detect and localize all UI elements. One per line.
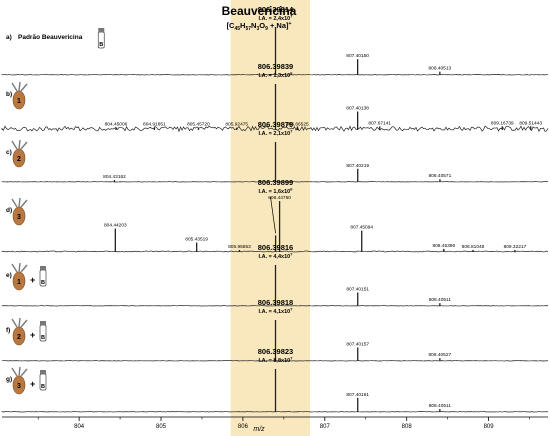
peak-label: 809.16739 [491, 120, 514, 126]
svg-text:B: B [41, 335, 45, 341]
x-axis-label: m/z [253, 426, 265, 433]
peak-label: 808.40571 [429, 173, 452, 179]
x-tick-label: 809 [484, 424, 495, 430]
vial-icon: B [39, 266, 47, 287]
peak-label: 807.67141 [368, 120, 391, 126]
corn-cob-icon: 1 [11, 81, 28, 110]
x-tick-label: 808 [402, 424, 413, 430]
peak-label: 806.66525 [286, 122, 309, 128]
peak-label: 807.40219 [346, 163, 369, 169]
panel-letter: c) [6, 149, 12, 156]
main-peak-label: 806.39814 [258, 5, 294, 14]
plus-sign: + [30, 330, 35, 340]
peak-label: 806.44750 [268, 195, 291, 201]
corn-cob-icon: 3 [11, 366, 28, 395]
peak-label: 808.40513 [429, 66, 452, 72]
panel-letter: g) [6, 376, 12, 383]
peak-label: 807.40138 [346, 106, 369, 112]
svg-text:1: 1 [17, 279, 21, 286]
peak-label: 807.40151 [346, 286, 369, 292]
svg-text:3: 3 [17, 383, 21, 390]
spectrum-panel-d: 804.44203 805.43519 805.95853 806.44750 807.… [1, 178, 549, 253]
panel-label: Padrão Beauvericina [18, 34, 83, 41]
peak-label: 809.51443 [519, 120, 542, 126]
main-peak-label: 806.39899 [258, 178, 293, 187]
chart-title-formula: [C45H57N3O9 + Na]+ [227, 21, 292, 32]
svg-text:B: B [41, 280, 45, 286]
x-tick-label: 806 [238, 424, 249, 430]
x-tick-label: 804 [74, 424, 85, 430]
main-peak-label: 806.39816 [258, 243, 293, 252]
peak-label: 807.40150 [346, 53, 369, 59]
peak-label: 807.40161 [346, 392, 369, 398]
peak-label: 804.45006 [105, 122, 128, 128]
corn-cob-icon: 1 [11, 262, 28, 291]
corn-cob-icon: 3 [11, 197, 28, 226]
peak-label: 804.91851 [143, 122, 166, 128]
intensity-label: I.A. = 4,4x107 [259, 252, 294, 261]
callout-arrow [270, 196, 276, 234]
intensity-label: I.A. = 4,1x107 [259, 307, 294, 316]
peak-label: 808.40511 [429, 403, 452, 409]
corn-cob-icon: 2 [11, 139, 28, 168]
main-peak-label: 806.39839 [258, 62, 293, 71]
peak-label: 805.95853 [228, 244, 251, 250]
svg-text:B: B [99, 42, 103, 48]
x-tick-label: 805 [156, 424, 167, 430]
svg-text:1: 1 [17, 98, 21, 105]
peak-label: 805.43519 [185, 237, 208, 243]
peak-label: 805.45720 [187, 122, 210, 128]
panel-letter: f) [6, 327, 10, 334]
intensity-label: I.A. = 2,4x107 [259, 14, 294, 23]
svg-text:3: 3 [17, 214, 21, 221]
baseline-trace [1, 125, 549, 133]
intensity-label: I.A. = 2,1x107 [259, 129, 294, 138]
peak-label: 808.40511 [429, 297, 452, 303]
spectrum-panel-c: 804.43162 807.40219 808.40571 806.39879I.A.… [1, 120, 549, 183]
spectrum-panel-b: 804.45006 804.91851 805.45720 805.92475 806.… [1, 62, 549, 133]
panel-letter: d) [6, 207, 12, 214]
baseline-trace [1, 250, 549, 253]
vial-icon: B [97, 28, 105, 49]
panel-letter: b) [6, 91, 12, 98]
main-peak-label: 806.39823 [258, 347, 293, 356]
svg-text:2: 2 [17, 334, 21, 341]
peak-label: 809.32217 [504, 244, 527, 250]
vial-icon: B [39, 321, 47, 342]
svg-text:B: B [41, 384, 45, 390]
main-peak-label: 806.39818 [258, 298, 293, 307]
main-peak-label: 806.39879 [258, 120, 293, 129]
panel-letter: a) [6, 34, 12, 41]
peak-label: 808.40527 [429, 352, 452, 358]
peak-label: 808.45396 [432, 243, 455, 249]
plus-sign: + [30, 379, 35, 389]
peak-label: 805.92475 [225, 122, 248, 128]
peak-label: 807.45094 [350, 225, 373, 231]
x-tick-label: 807 [320, 424, 331, 430]
plus-sign: + [30, 275, 35, 285]
corn-cob-icon: 2 [11, 317, 28, 346]
x-axis: 804 805 806 807 808 809 [2, 416, 548, 430]
vial-icon: B [39, 370, 47, 391]
intensity-label: I.A. = 8,8x107 [259, 356, 294, 365]
intensity-label: I.A. = 1,6x106 [259, 187, 294, 196]
peak-label: 804.43162 [103, 174, 126, 180]
intensity-label: I.A. = 1,3x106 [259, 71, 294, 80]
panel-letter: e) [6, 272, 12, 279]
peak-label: 807.40157 [346, 341, 369, 347]
svg-text:2: 2 [17, 156, 21, 163]
peak-label: 808.81048 [462, 244, 485, 250]
peak-label: 804.44203 [104, 223, 127, 229]
highlight-band [230, 0, 311, 436]
chart-title: Beauvericina [222, 4, 297, 18]
